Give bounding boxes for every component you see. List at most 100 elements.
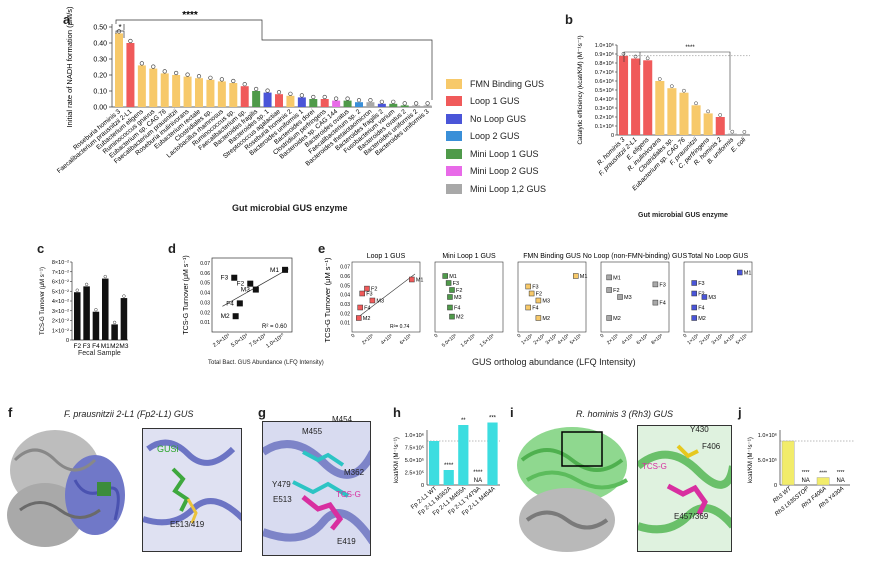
c-tick-label: F3 — [83, 343, 91, 350]
d-x-tick-label: 1.0×10¹⁰ — [265, 331, 287, 349]
e-x-tick-label: 0 — [433, 333, 439, 340]
d-y-tick-label: 0.01 — [200, 320, 210, 326]
legend-swatch — [446, 183, 462, 194]
b-point — [742, 130, 747, 134]
e-point — [409, 276, 415, 283]
e-subplot-title: FMN Binding GUS — [523, 253, 581, 260]
a-bar — [286, 95, 295, 107]
a-point — [322, 94, 327, 100]
b-y-label: Catalytic efficiency (kcat/KM) (M⁻¹s⁻¹) — [577, 35, 584, 144]
e-point-label: M2 — [613, 316, 621, 322]
a-bar — [229, 83, 238, 107]
e-x-tick-label: 0 — [599, 333, 605, 340]
c-y-label: TCS-G Turnover (μM s⁻¹) — [40, 267, 46, 335]
e-y-label: TCS-G Turnover (μM s⁻¹) — [323, 257, 332, 342]
j-sig-label: **** — [837, 470, 845, 476]
a-point — [208, 75, 213, 80]
h-sig-label: *** — [489, 416, 497, 422]
e-point-label: M3 — [624, 295, 632, 301]
j-y-tick-label: 1.0×10⁶ — [758, 432, 777, 439]
e-x-tick-label: 5×10⁹ — [569, 333, 583, 346]
a-point — [288, 91, 293, 96]
a-sig-bracket — [115, 19, 263, 30]
e-point-label: F4 — [698, 306, 704, 312]
b-y-tick-label: 1.0×10⁶ — [595, 42, 614, 49]
b-y-tick-label: 0.9×10⁶ — [595, 51, 614, 58]
a-bar — [183, 76, 192, 107]
e-point-label: M1 — [744, 271, 752, 277]
e-y-tick-label: 0.03 — [340, 302, 350, 308]
e-point-label: M1 — [416, 278, 424, 284]
c-point — [75, 288, 79, 292]
legend-swatch — [446, 131, 462, 142]
d-y-label: TCS-G Turnover (μM s⁻¹) — [183, 255, 190, 334]
legend-label: Loop 1 GUS — [470, 96, 520, 107]
e-x-tick-label: 2×10⁹ — [361, 333, 375, 346]
a-sig2-label: * — [118, 23, 121, 32]
d-point — [236, 300, 243, 307]
e-fit-line — [356, 273, 416, 319]
d-x-tick-label: 5.0×10⁹ — [230, 332, 250, 349]
h-y-tick-label: 2.5×10⁵ — [405, 470, 424, 477]
b-y-tick-label: 0 — [611, 133, 614, 139]
b-point — [718, 113, 723, 117]
e-point-label: F4 — [532, 306, 538, 312]
b-bar — [691, 105, 701, 135]
e-point-label: F4 — [454, 306, 460, 312]
e-point — [359, 290, 365, 297]
e-y-tick-label: 0.06 — [340, 274, 350, 280]
a-y-tick-label: 0.40 — [93, 41, 107, 48]
c-point — [112, 320, 117, 325]
b-point — [621, 51, 626, 56]
a-point — [414, 101, 419, 106]
panel-label-g: g — [258, 405, 266, 420]
panel-label-d: d — [168, 241, 176, 256]
e-x-tick-label: 4×10⁸ — [621, 333, 635, 346]
e-r2: R²= 0.74 — [390, 324, 410, 330]
d-point-label: F3 — [221, 275, 229, 282]
j-y-tick-label: 5.0×10⁵ — [758, 457, 777, 464]
e-x-tick-label: 1×10⁹ — [686, 333, 700, 346]
b-bar — [703, 113, 713, 135]
a-bar — [115, 33, 123, 107]
a-point — [162, 69, 167, 74]
c-y-tick-label: 8×10⁻² — [52, 260, 69, 266]
h-bar — [443, 470, 454, 485]
e-x-tick-label: 2×10⁹ — [698, 333, 712, 346]
d-point-label: M2 — [221, 313, 230, 320]
e-y-tick-label: 0.04 — [340, 293, 350, 299]
legend: FMN Binding GUS Loop 1 GUS No Loop GUS Loop… — [446, 75, 546, 198]
e-point-label: F4 — [364, 306, 370, 312]
panel-label-c: c — [37, 241, 45, 256]
residue-label-g-2: Y479 — [272, 480, 291, 489]
e-point — [691, 280, 697, 286]
legend-item: Loop 1 GUS — [446, 93, 546, 111]
d-point-label: F4 — [226, 300, 234, 307]
e-frame — [517, 261, 587, 333]
j-na-label: NA — [801, 478, 809, 484]
protein-structure-i — [512, 420, 637, 555]
chart-a-xlabel: Gut microbial GUS enzyme — [232, 203, 348, 213]
a-bar — [240, 86, 249, 107]
c-point — [84, 282, 89, 287]
e-point-label: F3 — [366, 292, 372, 298]
b-bar — [655, 81, 665, 135]
e-point — [606, 315, 612, 321]
e-x-tick-label: 5×10⁹ — [735, 333, 749, 346]
e-point — [357, 304, 363, 311]
legend-label: No Loop GUS — [470, 113, 527, 124]
e-x-tick-label: 0 — [516, 333, 522, 340]
e-point-label: M2 — [456, 315, 464, 321]
a-point — [402, 101, 407, 106]
c-bar — [92, 311, 100, 340]
e-frame — [683, 261, 753, 333]
h-sig-label: **** — [473, 470, 483, 476]
c-y-tick-label: 5×10⁻² — [52, 289, 69, 295]
b-y-tick-label: 0.2×10⁶ — [595, 114, 614, 121]
e-point — [617, 294, 623, 300]
c-tick-label: F4 — [92, 343, 100, 350]
e-point-label: M3 — [376, 299, 384, 305]
a-bar — [126, 43, 135, 107]
e-x-tick-label: 1.5×10⁹ — [479, 333, 496, 349]
a-bar — [320, 99, 329, 107]
